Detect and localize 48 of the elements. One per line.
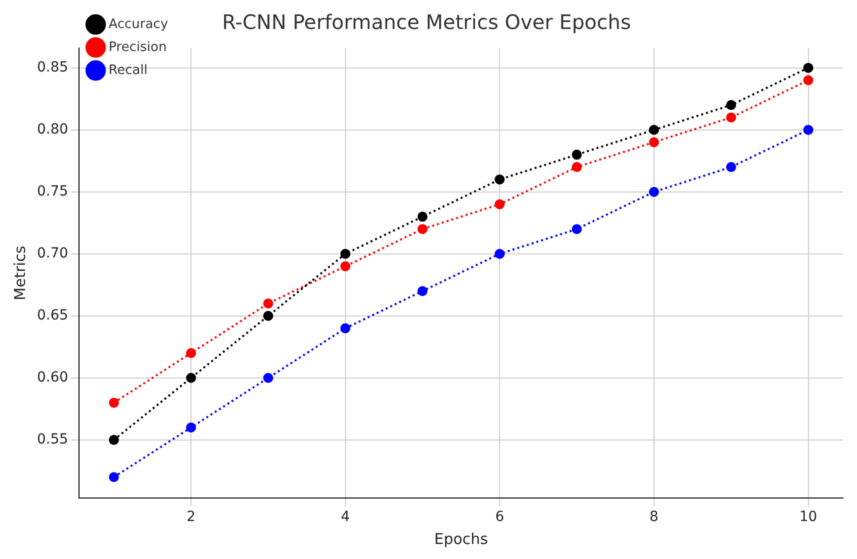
point <box>263 372 274 383</box>
point <box>648 137 659 148</box>
x-axis-title: Epochs <box>434 530 488 548</box>
y-tick-label: 0.75 <box>37 184 68 200</box>
point <box>648 124 659 135</box>
y-tick-label: 0.80 <box>37 121 68 138</box>
point <box>340 323 350 334</box>
point <box>418 224 428 234</box>
point <box>572 224 582 234</box>
y-tick-label: 0.60 <box>37 370 68 386</box>
point <box>263 310 274 321</box>
point <box>340 261 350 272</box>
y-tick-label: 0.70 <box>37 246 68 262</box>
point <box>494 174 505 184</box>
point <box>726 162 736 172</box>
chart-title: R-CNN Performance Metrics Over Epochs <box>222 10 631 34</box>
point <box>340 248 350 259</box>
point <box>108 472 119 482</box>
y-axis-title: Metrics <box>10 246 29 300</box>
point <box>803 75 814 86</box>
legend-label: Accuracy <box>108 16 168 32</box>
point <box>418 286 428 296</box>
y-tick-label: 0.55 <box>37 432 68 448</box>
legend-label: Precision <box>108 40 167 55</box>
point <box>263 298 274 308</box>
point <box>648 186 659 197</box>
x-tick-label: 2 <box>186 509 196 526</box>
point <box>726 112 736 122</box>
point <box>108 398 119 408</box>
point <box>494 248 505 259</box>
x-tick-label: 8 <box>650 509 658 526</box>
point <box>494 199 505 210</box>
point <box>803 124 814 135</box>
point <box>186 372 196 383</box>
point <box>186 348 196 358</box>
y-tick-label: 0.65 <box>37 308 68 324</box>
x-tick-label: 6 <box>495 509 504 526</box>
point <box>572 162 582 172</box>
y-tick-label: 0.85 <box>37 59 68 76</box>
point <box>418 212 428 222</box>
x-tick-label: 4 <box>340 509 350 526</box>
x-tick-label: 10 <box>799 509 818 526</box>
point <box>572 150 582 160</box>
point <box>803 62 814 73</box>
legend-label: Recall <box>108 62 148 78</box>
point <box>726 100 736 110</box>
point <box>186 422 196 433</box>
point <box>108 434 119 445</box>
